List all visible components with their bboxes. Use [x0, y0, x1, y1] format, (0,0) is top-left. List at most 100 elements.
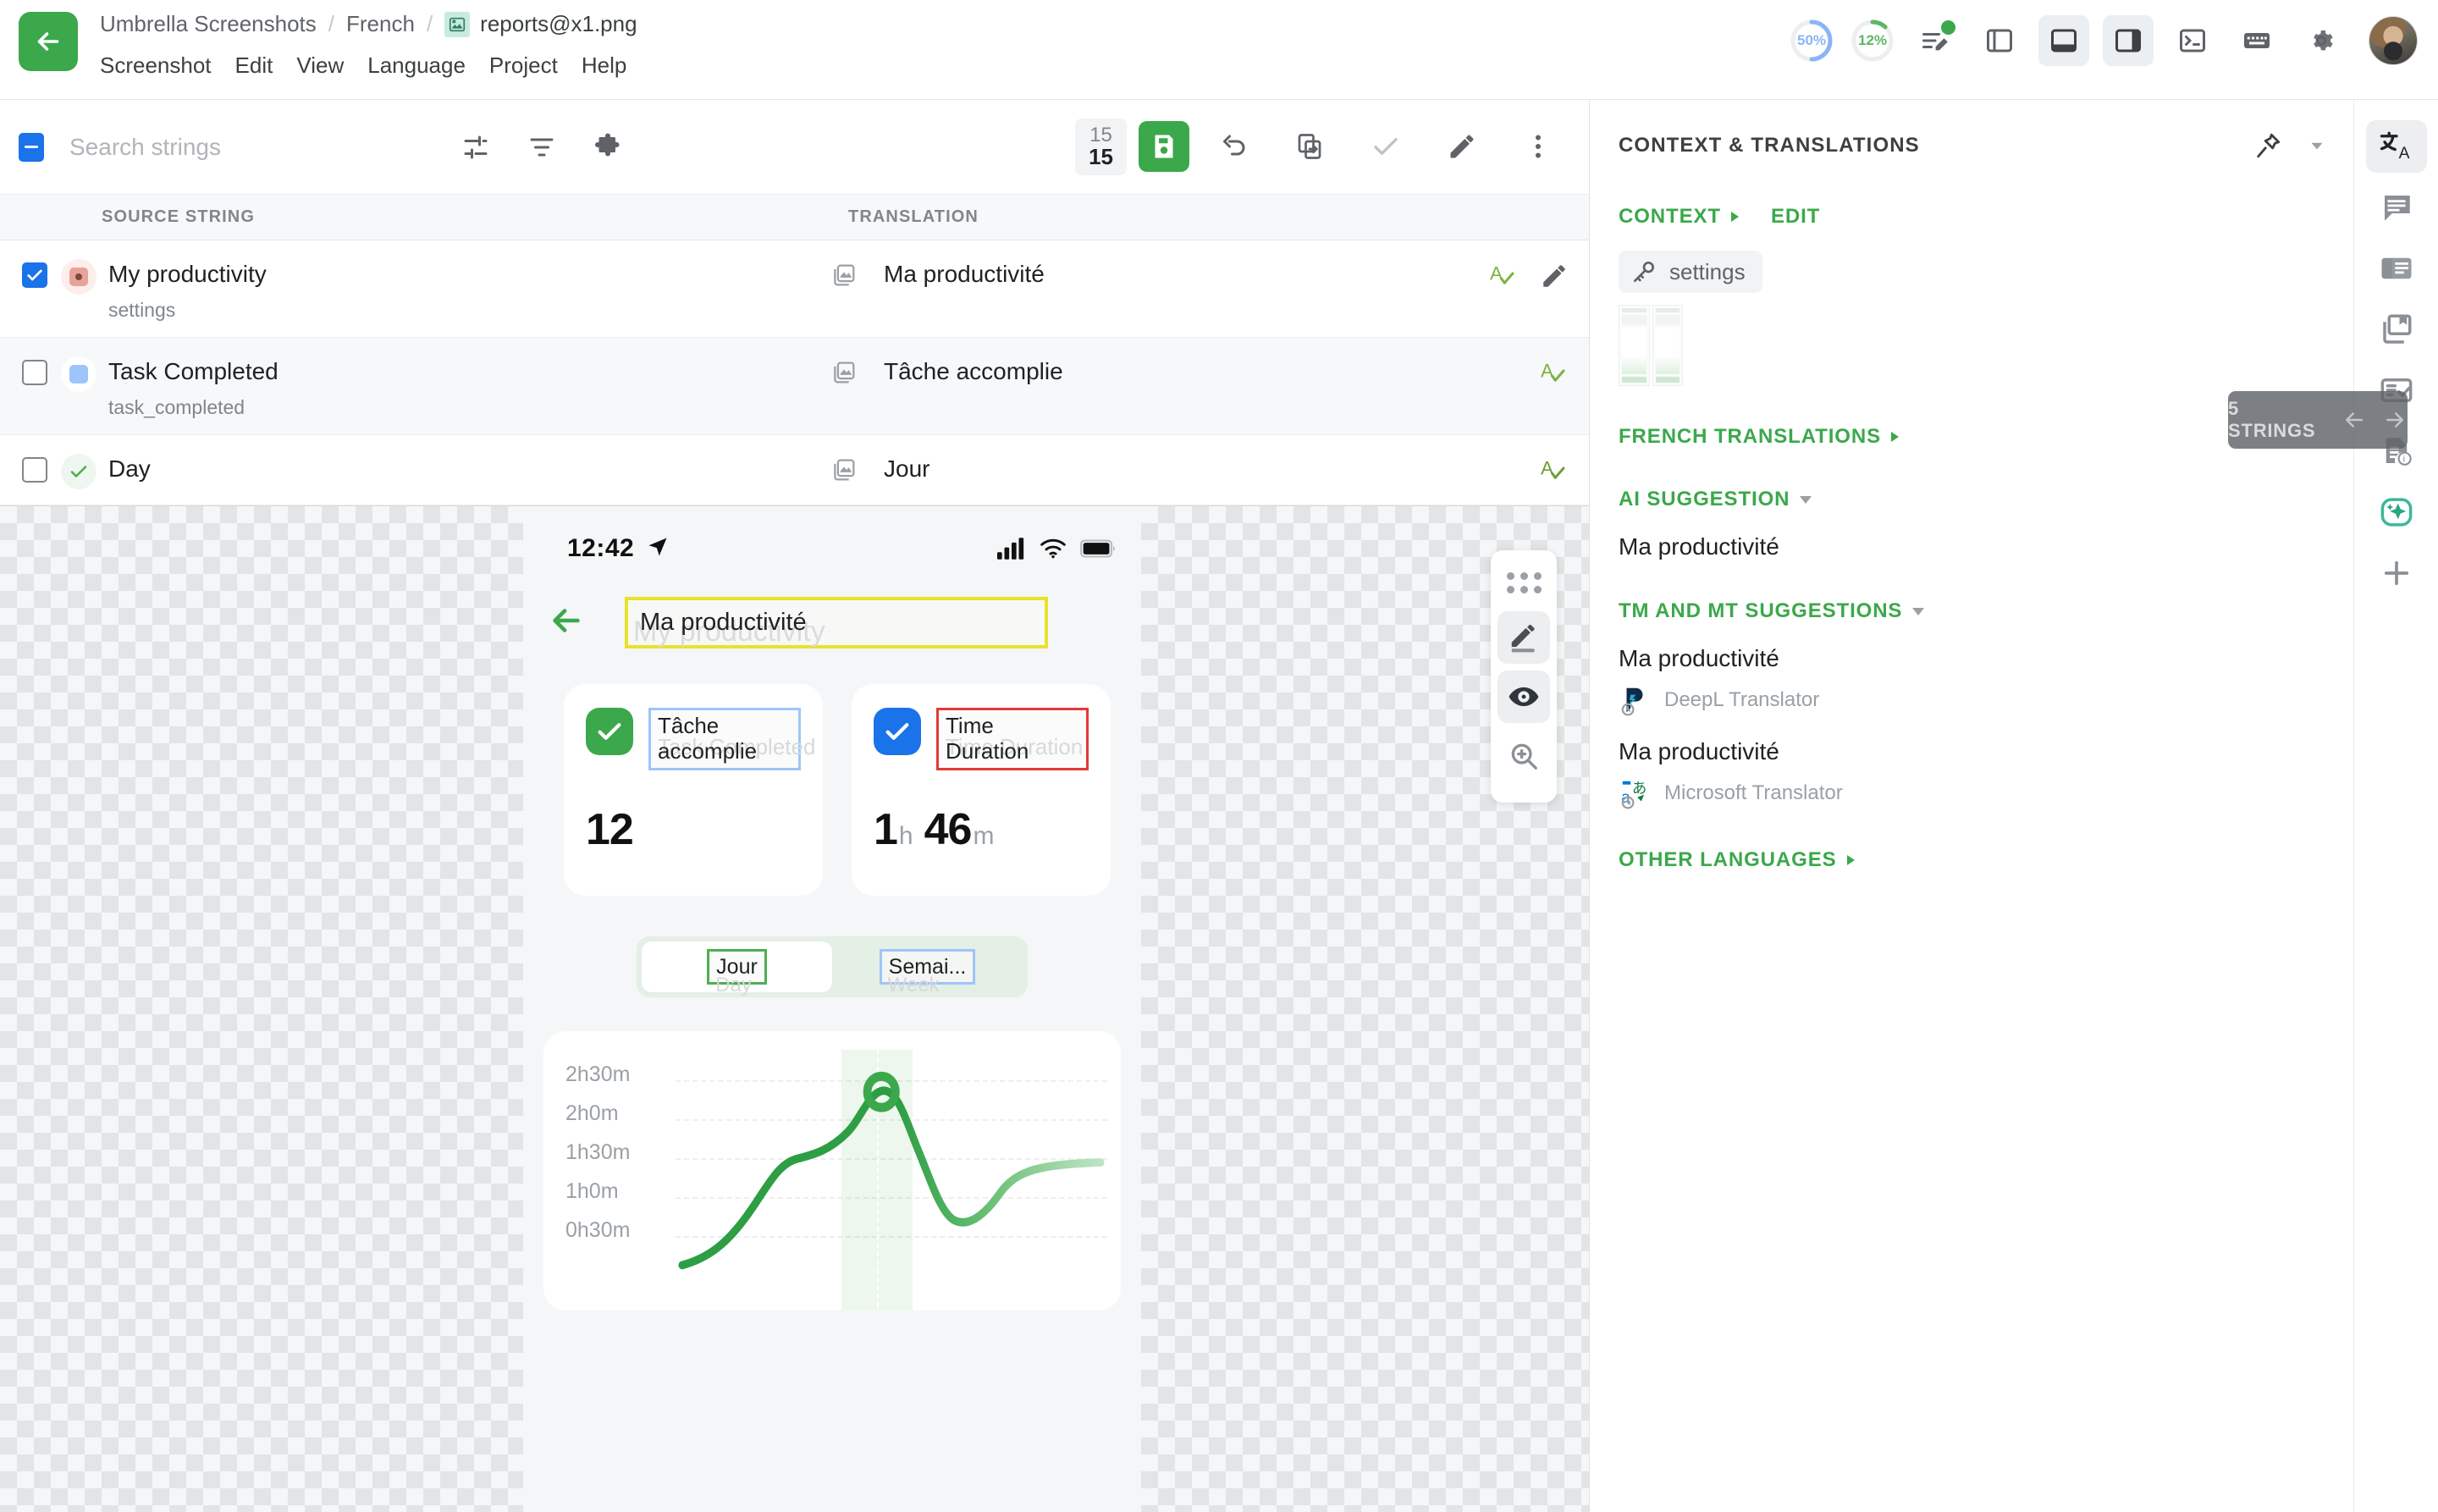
suggestion-provider: DeepL Translator [1619, 684, 2328, 716]
segment-day-translation: Jour [716, 954, 758, 979]
menu-project[interactable]: Project [488, 52, 558, 78]
other-languages-link[interactable]: OTHER LANGUAGES [1619, 848, 1837, 871]
translate-tab[interactable]: A [2365, 120, 2427, 173]
ai-assist-tab[interactable] [2366, 486, 2427, 538]
row-translation-text[interactable]: Jour [884, 455, 930, 482]
menu-edit[interactable]: Edit [234, 52, 273, 78]
screenshot-icon[interactable] [830, 455, 858, 484]
row-checkbox[interactable] [22, 457, 47, 483]
more-button[interactable] [1513, 121, 1564, 172]
save-button[interactable] [1139, 121, 1189, 173]
duration-hours: 1 [874, 804, 898, 854]
menu-screenshot[interactable]: Screenshot [100, 52, 212, 78]
auto-translated-icon[interactable]: A [1487, 261, 1518, 291]
breadcrumb-language[interactable]: French [346, 11, 415, 36]
screenshot-icon[interactable] [830, 261, 858, 290]
approved-progress[interactable]: 12% [1851, 19, 1895, 63]
row-translation-text[interactable]: Tâche accomplie [884, 358, 1063, 384]
qa-edit-icon[interactable] [1910, 15, 1961, 66]
select-all-checkbox[interactable] [19, 132, 44, 162]
table-row[interactable]: My productivity settings Ma productivité [0, 240, 1589, 338]
context-thumbnail[interactable] [1619, 305, 1683, 386]
layout-right-icon[interactable] [2103, 15, 2154, 66]
avatar[interactable] [2369, 16, 2418, 65]
terminal-icon[interactable] [2167, 15, 2218, 66]
segment-day-source: Day [715, 973, 752, 996]
preview-title-highlight[interactable]: My productivity Ma productivité [625, 596, 1048, 648]
copy-source-button[interactable] [1284, 121, 1335, 172]
segment-day-highlight[interactable]: Day Jour [707, 948, 767, 996]
breadcrumb: Umbrella Screenshots / French / reports@… [100, 8, 650, 39]
gear-icon[interactable] [2296, 15, 2347, 66]
strings-count-label: 5 STRINGS [2228, 398, 2316, 441]
string-counter[interactable]: 15 15 [1075, 119, 1127, 175]
screenshots-tab[interactable] [2366, 303, 2427, 356]
suggestion-text[interactable]: Ma productivité [1619, 645, 1779, 671]
context-key-chip[interactable]: settings [1619, 251, 1762, 293]
period-segmented-control: Day Jour Week Semai... [637, 936, 1028, 997]
row-checkbox[interactable] [22, 360, 47, 385]
edit-button[interactable] [1437, 121, 1487, 172]
settings-sliders-icon[interactable] [452, 124, 499, 171]
task-label-highlight[interactable]: Task Completed Tâche accomplie [648, 708, 815, 770]
ai-suggestion-value[interactable]: Ma productivité [1619, 533, 1779, 560]
drag-grip-icon[interactable] [1491, 560, 1557, 604]
segment-week-highlight[interactable]: Week Semai... [879, 948, 976, 996]
breadcrumb-separator: / [328, 11, 335, 36]
cellular-icon [997, 538, 1024, 560]
segment-week[interactable]: Week Semai... [832, 941, 1023, 996]
context-link[interactable]: CONTEXT [1619, 205, 1721, 228]
keyboard-icon[interactable] [2231, 15, 2282, 66]
approved-progress-label: 12% [1857, 32, 1888, 48]
screenshot-icon[interactable] [830, 358, 858, 387]
next-string-button[interactable] [2382, 407, 2408, 433]
arrow-left-icon [2346, 412, 2363, 428]
context-edit-link[interactable]: EDIT [1770, 205, 1821, 228]
edit-mode-button[interactable] [1498, 611, 1550, 664]
auto-translated-icon[interactable]: A [1538, 455, 1569, 486]
comments-tab[interactable] [2366, 181, 2427, 234]
auto-translated-icon[interactable]: A [1538, 358, 1569, 389]
menu-help[interactable]: Help [581, 52, 627, 78]
menu-language[interactable]: Language [367, 52, 466, 78]
row-actions: A [1538, 454, 1569, 486]
french-translations-link[interactable]: FRENCH TRANSLATIONS [1619, 425, 1881, 448]
transparency-checker [1141, 506, 1589, 1512]
row-source-cell: My productivity settings [0, 240, 830, 337]
suggestion-text[interactable]: Ma productivité [1619, 738, 1779, 764]
breadcrumb-file[interactable]: reports@x1.png [480, 11, 637, 36]
chevron-down-icon[interactable] [2306, 135, 2328, 157]
menu-view[interactable]: View [296, 52, 345, 78]
filter-icon[interactable] [518, 124, 565, 171]
ai-suggestion-link[interactable]: AI SUGGESTION [1619, 488, 1790, 510]
segment-week-translation: Semai... [888, 954, 967, 979]
duration-label-highlight[interactable]: Time Duration Time Duration [936, 708, 1089, 770]
pin-icon[interactable] [2253, 131, 2282, 160]
chart-y-axis: 2h30m 2h0m 1h30m 1h0m 0h30m [565, 1055, 684, 1250]
translated-progress[interactable]: 50% [1790, 19, 1834, 63]
glossary-tab[interactable] [2366, 242, 2427, 295]
prev-string-button[interactable] [2341, 407, 2367, 433]
preview-eye-button[interactable] [1498, 670, 1550, 723]
tm-mt-link[interactable]: TM AND MT SUGGESTIONS [1619, 599, 1903, 622]
puzzle-icon[interactable] [584, 124, 632, 171]
undo-button[interactable] [1208, 121, 1259, 172]
search-input[interactable] [69, 133, 425, 161]
phone-back-icon[interactable] [547, 601, 586, 644]
row-checkbox[interactable] [22, 262, 47, 288]
segment-day[interactable]: Day Jour [642, 941, 832, 996]
row-edit-icon[interactable] [1540, 262, 1569, 290]
task-label-source: Task Completed [658, 734, 816, 759]
back-button[interactable] [19, 12, 78, 71]
breadcrumb-project[interactable]: Umbrella Screenshots [100, 11, 317, 36]
zoom-in-button[interactable] [1498, 730, 1550, 782]
approve-button[interactable] [1360, 121, 1411, 172]
table-row[interactable]: Task Completed task_completed Tâche acco… [0, 338, 1589, 435]
layout-bottom-icon[interactable] [2038, 15, 2089, 66]
row-translation-text[interactable]: Ma productivité [884, 261, 1045, 287]
ai-assist-icon [2380, 498, 2412, 527]
add-tab-button[interactable] [2366, 547, 2427, 599]
table-row[interactable]: Day Jour A [0, 435, 1589, 505]
layout-left-icon[interactable] [1974, 15, 2025, 66]
title-block: Umbrella Screenshots / French / reports@… [100, 0, 650, 82]
